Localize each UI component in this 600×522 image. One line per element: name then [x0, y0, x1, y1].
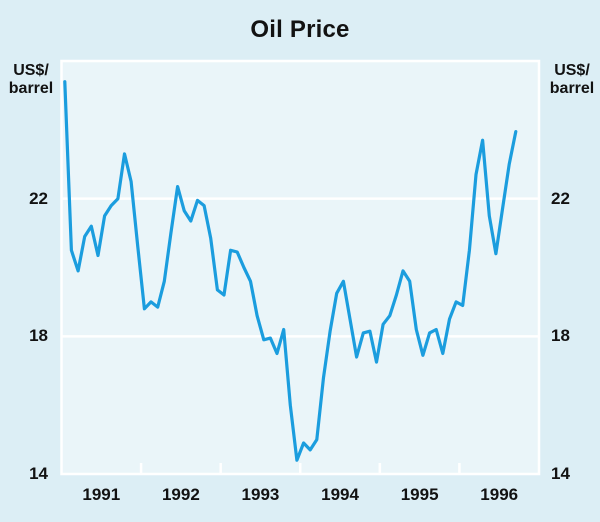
oil-price-line	[63, 80, 518, 462]
x-tick-label-1992: 1992	[161, 485, 200, 504]
y-tick-label-right-18: 18	[551, 326, 570, 346]
y-axis-unit-line1: US$/	[13, 62, 49, 79]
y-tick-label-right-14: 14	[551, 464, 570, 483]
y-tick-label-left-14: 14	[29, 464, 48, 483]
x-tick-label-1994: 1994	[321, 485, 359, 504]
x-tick-label-1991: 1991	[82, 485, 121, 504]
chart-title: Oil Price	[250, 16, 350, 43]
x-tick-label-1993: 1993	[241, 485, 280, 504]
y-axis-unit-label-right: US$/ barrel	[537, 62, 600, 98]
y-tick-label-left-18: 18	[29, 326, 48, 346]
x-tick-label-1995: 1995	[400, 485, 439, 504]
y-tick-label-left-22: 22	[29, 188, 48, 208]
y-tick-label-right-22: 22	[551, 188, 570, 208]
y-axis-unit-label-left: US$/ barrel	[0, 62, 66, 98]
y-axis-unit-line1: US$/	[554, 62, 590, 79]
y-axis-unit-line2: barrel	[549, 80, 595, 97]
y-axis-unit-line2: barrel	[8, 80, 54, 97]
x-tick-label-1996: 1996	[480, 485, 519, 504]
